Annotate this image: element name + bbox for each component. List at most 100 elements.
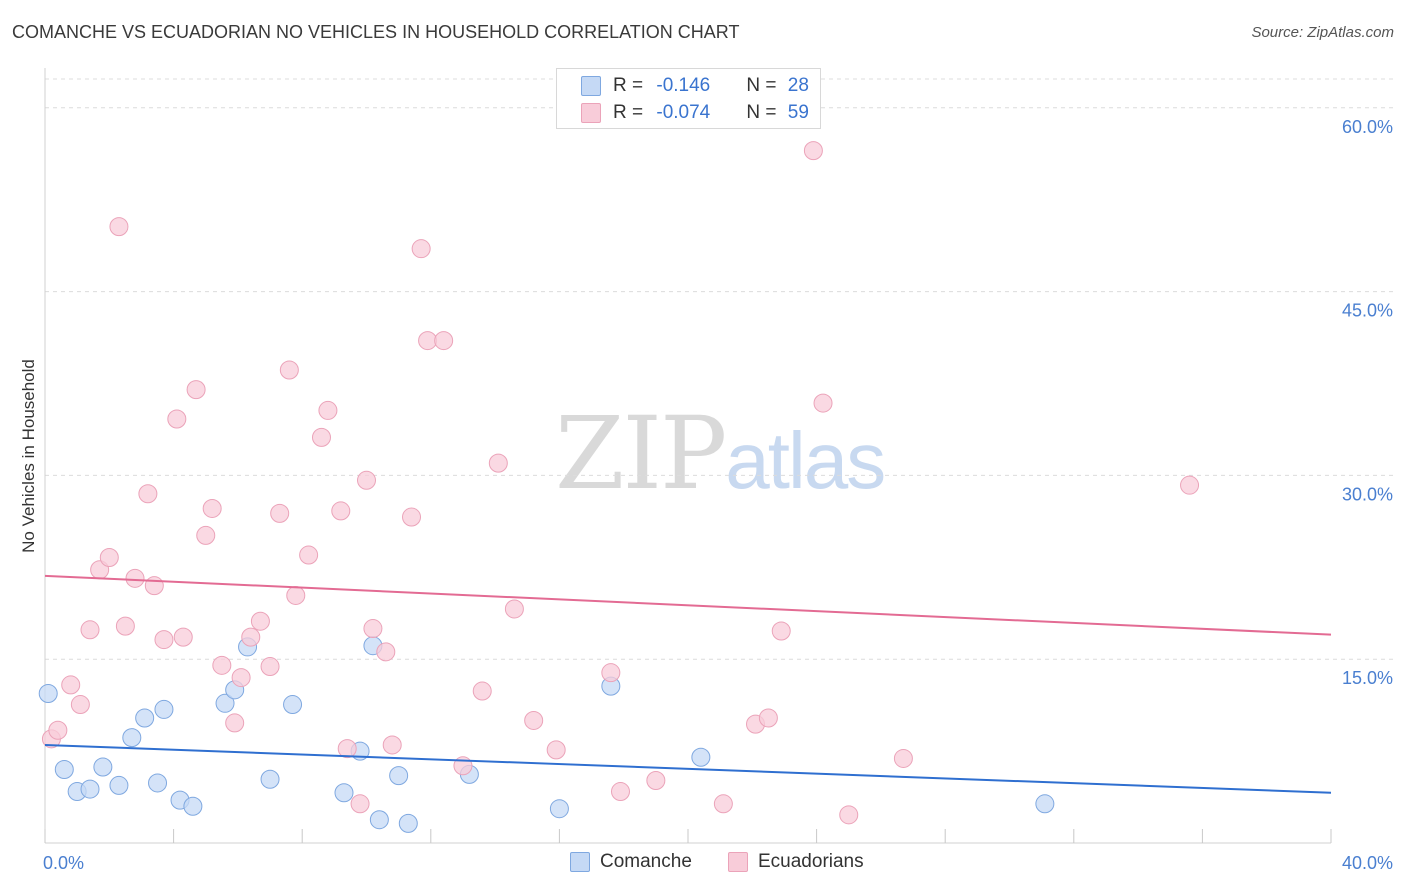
bottom-legend-comanche: Comanche (570, 851, 692, 873)
ecuadorian-point (299, 545, 319, 565)
r-label: R = (613, 75, 649, 96)
x-tick-label-max: 40.0% (1342, 853, 1393, 873)
ecuadorian-point (186, 380, 206, 400)
ecuadorian-point (109, 217, 129, 237)
comanche-point (122, 728, 142, 748)
watermark-atlas: atlas (725, 416, 886, 505)
ecuadorian-point (893, 748, 913, 768)
n-label: N = (746, 102, 782, 123)
comanche-point (154, 699, 174, 719)
x-tick-marks (44, 829, 1332, 843)
ecuadorian-point (524, 710, 544, 730)
legend-row-comanche: R = -0.146 N = 28 (581, 74, 809, 98)
ecuadorian-point (758, 708, 778, 728)
ecuadorian-point (286, 585, 306, 605)
ecuadorians-swatch (581, 103, 601, 123)
ecuadorian-point (601, 663, 621, 683)
comanche-swatch (570, 852, 590, 872)
ecuadorian-point (241, 627, 261, 647)
ecuadorian-point (472, 681, 492, 701)
comanche-point (135, 708, 155, 728)
ecuadorian-point (115, 616, 135, 636)
ecuadorian-point (411, 239, 431, 259)
comanche-point (389, 766, 409, 786)
ecuadorian-point (803, 141, 823, 161)
ecuadorian-point (80, 620, 100, 640)
r-value: -0.146 (656, 75, 711, 96)
comanche-point (148, 773, 168, 793)
ecuadorian-point (70, 695, 90, 715)
ecuadorian-point (125, 568, 145, 588)
comanche-point (215, 693, 235, 713)
ecuadorian-point (376, 642, 396, 662)
r-label: R = (613, 102, 649, 123)
series-ecuadorians-points (41, 141, 1200, 825)
comanche-point (1035, 794, 1055, 814)
ecuadorian-point (610, 782, 630, 802)
comanche-swatch (581, 76, 601, 96)
y-tick-label: 30.0% (1342, 484, 1393, 504)
ecuadorian-trend-line (44, 574, 1332, 636)
ecuadorian-point (270, 503, 290, 523)
n-value: 28 (787, 75, 809, 96)
ecuadorian-point (196, 525, 216, 545)
comanche-point (109, 775, 129, 795)
comanche-point (80, 779, 100, 799)
y-tick-labels: 15.0% 30.0% 45.0% 60.0% (1342, 117, 1393, 688)
ecuadorian-point (382, 735, 402, 755)
bottom-legend-ecuadorians: Ecuadorians (728, 851, 864, 873)
ecuadorian-point (1180, 475, 1200, 495)
comanche-point (38, 684, 58, 704)
n-label: N = (746, 75, 782, 96)
ecuadorian-point (434, 331, 454, 351)
n-value: 59 (787, 102, 809, 123)
x-tick-label-min: 0.0% (43, 853, 84, 873)
ecuadorians-legend-label: Ecuadorians (758, 851, 864, 872)
ecuadorian-point (713, 794, 733, 814)
ecuadorian-point (646, 771, 666, 791)
ecuadorian-point (357, 470, 376, 490)
correlation-legend: R = -0.146 N = 28 R = -0.074 N = 59 (556, 68, 821, 129)
watermark: ZIPatlas (555, 395, 886, 512)
ecuadorian-point (363, 619, 383, 639)
ecuadorian-point (839, 805, 859, 825)
ecuadorian-point (504, 599, 524, 619)
ecuadorian-point (279, 360, 299, 380)
ecuadorian-point (212, 655, 232, 675)
comanche-point (93, 757, 113, 777)
ecuadorian-point (318, 400, 338, 420)
ecuadorian-point (813, 393, 833, 413)
comanche-legend-label: Comanche (600, 851, 692, 872)
ecuadorian-point (350, 794, 370, 814)
ecuadorian-point (546, 740, 566, 760)
series-comanche-points (38, 636, 1055, 833)
comanche-point (549, 799, 569, 819)
ecuadorian-point (418, 331, 438, 351)
ecuadorian-point (402, 507, 422, 527)
ecuadorian-point (488, 453, 508, 473)
ecuadorian-point (167, 409, 187, 429)
comanche-point (369, 810, 389, 830)
ecuadorian-point (144, 576, 164, 596)
watermark-zip: ZIP (555, 395, 727, 512)
comanche-trend-line (44, 743, 1332, 794)
ecuadorian-point (99, 547, 119, 567)
y-tick-label: 60.0% (1342, 117, 1393, 137)
y-tick-label: 45.0% (1342, 301, 1393, 321)
comanche-point (398, 813, 418, 833)
r-value: -0.074 (656, 102, 711, 123)
grid-lines (45, 78, 1393, 660)
ecuadorian-point (154, 630, 174, 650)
comanche-point (283, 695, 303, 715)
comanche-point (691, 747, 711, 767)
ecuadorian-point (202, 498, 222, 518)
ecuadorian-point (337, 739, 357, 759)
y-tick-label: 15.0% (1342, 668, 1393, 688)
source-attribution: Source: ZipAtlas.com (1251, 24, 1394, 41)
legend-row-ecuadorians: R = -0.074 N = 59 (581, 101, 809, 125)
ecuadorian-point (138, 484, 158, 504)
y-axis-label: No Vehicles in Household (19, 359, 38, 553)
trend-lines (44, 574, 1332, 794)
ecuadorian-point (231, 668, 251, 688)
comanche-point (260, 769, 280, 789)
